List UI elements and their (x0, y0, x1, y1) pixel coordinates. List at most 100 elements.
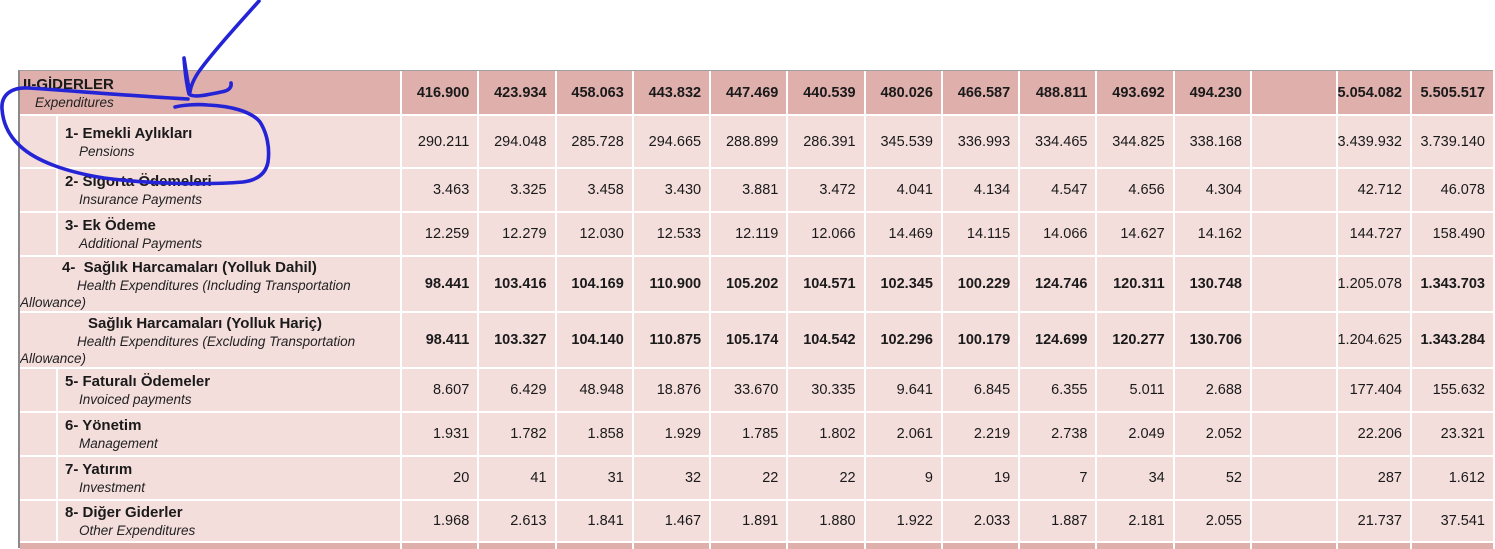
value-cell[interactable]: 33.670 (711, 369, 787, 411)
value-cell[interactable]: 334.465 (1020, 116, 1096, 167)
value-cell[interactable]: 100.179 (942, 313, 1019, 367)
value-cell[interactable]: 30.335 (788, 369, 864, 411)
value-cell[interactable]: 2.052 (1174, 413, 1250, 455)
value-cell[interactable]: 1.922 (865, 501, 941, 541)
value-cell[interactable]: 6.429 (479, 369, 555, 411)
value-cell[interactable]: 52 (1174, 457, 1250, 499)
indent-cell[interactable] (20, 457, 56, 499)
blank-cell[interactable] (1252, 169, 1336, 211)
indent-cell[interactable] (20, 369, 56, 411)
value-cell[interactable]: 1.467 (633, 501, 710, 541)
value-cell[interactable]: 447.469 (711, 71, 787, 114)
blank-cell[interactable] (1252, 413, 1336, 455)
value-cell[interactable]: 98.441 (402, 257, 478, 311)
value-cell[interactable]: 124.699 (1020, 313, 1096, 367)
value-cell[interactable]: 124.746 (1020, 257, 1096, 311)
blank-cell[interactable] (1252, 457, 1336, 499)
total-value-cell[interactable]: 177.404 (1338, 369, 1410, 411)
row-label-cell[interactable]: 2- Sigorta Ödemeleri Insurance Payments (58, 169, 400, 211)
indent-cell[interactable] (20, 501, 56, 541)
value-cell[interactable]: 104.571 (788, 257, 864, 311)
row-label-cell[interactable]: 8- Diğer Giderler Other Expenditures (58, 501, 400, 541)
indent-cell[interactable] (20, 413, 56, 455)
value-cell[interactable]: 345.539 (865, 116, 941, 167)
blank-cell[interactable] (711, 543, 787, 549)
value-cell[interactable]: 104.169 (556, 257, 632, 311)
value-cell[interactable]: 12.259 (402, 213, 478, 255)
total-value-cell[interactable]: 22.206 (1338, 413, 1410, 455)
value-cell[interactable]: 12.030 (556, 213, 632, 255)
value-cell[interactable]: 3.325 (479, 169, 555, 211)
total-value-cell[interactable]: 3.439.932 (1337, 116, 1410, 167)
row-label-cell[interactable]: 5- Faturalı Ödemeler Invoiced payments (58, 369, 400, 411)
value-cell[interactable]: 1.887 (1020, 501, 1096, 541)
value-cell[interactable]: 110.900 (633, 257, 710, 311)
value-cell[interactable]: 9.641 (865, 369, 941, 411)
value-cell[interactable]: 466.587 (942, 71, 1019, 114)
blank-cell[interactable] (1338, 543, 1410, 549)
row-label-cell[interactable]: 6- Yönetim Management (58, 413, 400, 455)
row-label-cell[interactable]: II-GİDERLER Expenditures (20, 71, 400, 114)
value-cell[interactable]: 2.181 (1097, 501, 1173, 541)
value-cell[interactable]: 2.061 (865, 413, 941, 455)
blank-cell[interactable] (788, 543, 864, 549)
value-cell[interactable]: 14.115 (942, 213, 1019, 255)
value-cell[interactable]: 294.665 (633, 116, 710, 167)
row-label-cell[interactable] (20, 543, 400, 549)
value-cell[interactable]: 1.880 (788, 501, 864, 541)
blank-cell[interactable] (1412, 543, 1493, 549)
value-cell[interactable]: 423.934 (479, 71, 555, 114)
total-value-cell[interactable]: 21.737 (1338, 501, 1410, 541)
value-cell[interactable]: 1.858 (556, 413, 632, 455)
total-value-cell[interactable]: 5.505.517 (1412, 71, 1493, 114)
blank-cell[interactable] (1252, 313, 1336, 367)
value-cell[interactable]: 294.048 (479, 116, 555, 167)
value-cell[interactable]: 120.277 (1097, 313, 1173, 367)
blank-cell[interactable] (1252, 501, 1336, 541)
value-cell[interactable]: 336.993 (942, 116, 1019, 167)
indent-cell[interactable] (20, 169, 56, 211)
value-cell[interactable]: 338.168 (1174, 116, 1250, 167)
row-label-cell[interactable]: Sağlık Harcamaları (Yolluk Hariç) Health … (20, 313, 400, 367)
value-cell[interactable]: 1.931 (402, 413, 478, 455)
value-cell[interactable]: 3.472 (788, 169, 864, 211)
total-value-cell[interactable]: 5.054.082 (1337, 71, 1410, 114)
value-cell[interactable]: 3.463 (402, 169, 478, 211)
value-cell[interactable]: 6.845 (942, 369, 1019, 411)
value-cell[interactable]: 493.692 (1097, 71, 1173, 114)
value-cell[interactable]: 1.841 (556, 501, 632, 541)
value-cell[interactable]: 104.542 (788, 313, 864, 367)
value-cell[interactable]: 12.279 (479, 213, 555, 255)
total-value-cell[interactable]: 1.343.284 (1412, 313, 1493, 367)
indent-cell[interactable] (20, 116, 56, 167)
value-cell[interactable]: 9 (865, 457, 941, 499)
value-cell[interactable]: 130.748 (1174, 257, 1250, 311)
value-cell[interactable]: 12.066 (788, 213, 864, 255)
total-value-cell[interactable]: 1.204.625 (1337, 313, 1410, 367)
value-cell[interactable]: 32 (633, 457, 710, 499)
value-cell[interactable]: 22 (711, 457, 787, 499)
value-cell[interactable]: 286.391 (788, 116, 864, 167)
total-value-cell[interactable]: 42.712 (1338, 169, 1410, 211)
blank-cell[interactable] (402, 543, 478, 549)
total-value-cell[interactable]: 1.612 (1412, 457, 1493, 499)
value-cell[interactable]: 34 (1097, 457, 1173, 499)
value-cell[interactable]: 5.011 (1097, 369, 1173, 411)
value-cell[interactable]: 120.311 (1097, 257, 1173, 311)
value-cell[interactable]: 41 (479, 457, 555, 499)
value-cell[interactable]: 4.134 (942, 169, 1019, 211)
blank-cell[interactable] (1252, 369, 1336, 411)
blank-cell[interactable] (1252, 213, 1336, 255)
total-value-cell[interactable]: 46.078 (1412, 169, 1493, 211)
total-value-cell[interactable]: 155.632 (1412, 369, 1493, 411)
value-cell[interactable]: 8.607 (402, 369, 478, 411)
value-cell[interactable]: 103.327 (479, 313, 555, 367)
blank-cell[interactable] (942, 543, 1019, 549)
total-value-cell[interactable]: 37.541 (1412, 501, 1493, 541)
blank-cell[interactable] (633, 543, 710, 549)
blank-cell[interactable] (556, 543, 632, 549)
row-label-cell[interactable]: 7- Yatırım Investment (58, 457, 400, 499)
value-cell[interactable]: 110.875 (633, 313, 710, 367)
value-cell[interactable]: 3.881 (711, 169, 787, 211)
total-value-cell[interactable]: 3.739.140 (1412, 116, 1493, 167)
